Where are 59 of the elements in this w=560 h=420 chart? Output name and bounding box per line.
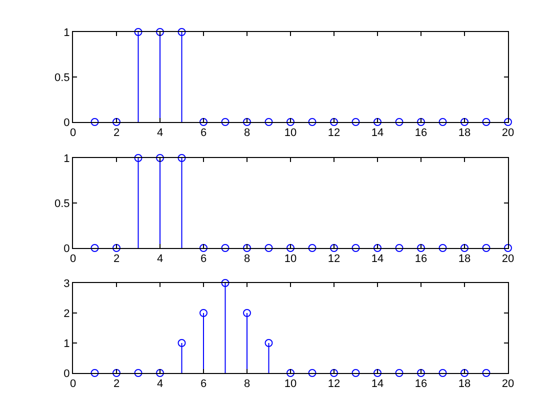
x-tick-label: 4 <box>156 127 164 140</box>
y-tick-label: 3 <box>64 278 70 290</box>
x-tick-label: 18 <box>458 252 471 265</box>
y-tick-label: 2 <box>64 308 70 320</box>
x-tick-label: 4 <box>156 378 164 390</box>
x-tick-label: 6 <box>200 378 207 390</box>
point <box>482 369 490 378</box>
x-tick-label: 16 <box>414 127 428 140</box>
x-tick-label: 14 <box>371 252 384 265</box>
x-tick-label: 12 <box>328 252 340 265</box>
point <box>178 339 186 348</box>
point <box>330 369 338 378</box>
y-tick-label: 1 <box>64 152 70 165</box>
x-tick-label: 10 <box>284 127 297 140</box>
x-tick-label: 10 <box>284 378 297 390</box>
y-tick-label: 1 <box>64 26 70 39</box>
x-tick-label: 14 <box>371 378 384 390</box>
point <box>264 339 273 348</box>
point <box>90 369 99 378</box>
point <box>243 309 251 318</box>
y-tick-label: 0 <box>64 116 70 129</box>
point <box>460 369 468 378</box>
point <box>112 369 120 378</box>
x-tick-label: 20 <box>502 378 514 390</box>
x-tick-label: 6 <box>200 252 207 265</box>
point <box>308 369 316 378</box>
point <box>438 369 447 378</box>
point <box>286 369 294 378</box>
point <box>156 369 164 378</box>
x-tick-label: 16 <box>414 378 428 390</box>
x-tick-label: 12 <box>328 378 340 390</box>
point <box>374 369 382 378</box>
point <box>200 309 208 318</box>
x-tick-label: 2 <box>113 127 120 140</box>
x-tick-label: 16 <box>414 252 428 265</box>
point <box>417 369 425 378</box>
x-tick-label: 8 <box>244 378 250 390</box>
x-tick-label: 6 <box>200 127 207 140</box>
point <box>221 279 230 288</box>
x-tick-label: 2 <box>113 378 120 390</box>
x-tick-label: 4 <box>156 252 164 265</box>
y-tick-label: 0.5 <box>54 198 70 210</box>
x-tick-label: 20 <box>502 252 514 265</box>
y-tick-label: 0 <box>64 242 70 255</box>
y-tick-label: 0 <box>64 368 70 380</box>
x-tick-label: 10 <box>284 252 297 265</box>
x-tick-label: 20 <box>502 127 514 140</box>
x-tick-label: 18 <box>458 127 471 140</box>
x-tick-label: 8 <box>244 252 250 265</box>
x-tick-label: 12 <box>328 127 340 140</box>
point <box>395 369 404 378</box>
x-tick-label: 2 <box>113 252 120 265</box>
x-tick-label: 8 <box>244 127 250 140</box>
x-tick-label: 18 <box>458 378 471 390</box>
point <box>134 369 142 378</box>
x-tick-label: 14 <box>371 127 384 140</box>
y-tick-label: 0.5 <box>54 72 70 84</box>
point <box>352 369 360 378</box>
y-tick-label: 1 <box>64 338 70 350</box>
